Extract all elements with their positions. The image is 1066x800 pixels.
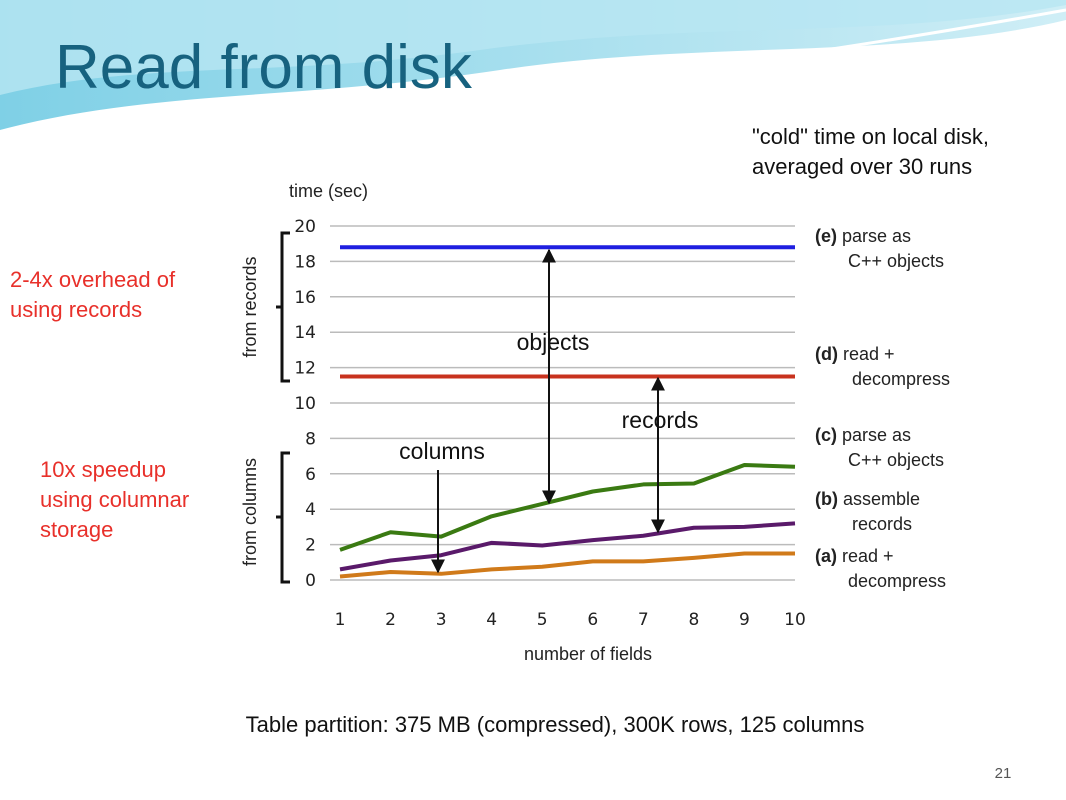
- x-tick-label: 5: [537, 610, 548, 630]
- arrow-label: columns: [399, 438, 485, 464]
- x-tick-label: 1: [335, 610, 346, 630]
- page-number: 21: [995, 765, 1012, 782]
- legend-entry: (b) assemble records: [815, 489, 920, 534]
- y-tick-label: 0: [305, 571, 316, 591]
- y-tick-label: 8: [305, 429, 316, 449]
- y-tick-label: 6: [305, 465, 316, 485]
- x-tick-label: 4: [486, 610, 497, 630]
- note-line: averaged over 30 runs: [752, 154, 972, 179]
- header-wave: [0, 0, 1066, 95]
- legend-label: decompress: [848, 571, 946, 591]
- x-tick-label: 6: [587, 610, 598, 630]
- legend-background: [812, 342, 1022, 612]
- x-axis-label: number of fields: [524, 644, 652, 664]
- y-tick-label: 20: [294, 217, 316, 237]
- overhead-note: 2-4x overhead of using records: [10, 267, 176, 322]
- legend-label: read +: [842, 546, 894, 566]
- x-tick-label: 9: [739, 610, 750, 630]
- legend-tag: (d): [815, 344, 838, 364]
- y-tick-label: 10: [294, 394, 316, 414]
- legend-label: decompress: [852, 369, 950, 389]
- legend-label: C++ objects: [848, 450, 944, 470]
- data-line: [339, 521, 796, 572]
- note-line: "cold" time on local disk,: [752, 124, 989, 149]
- legend-label: parse as: [842, 226, 911, 246]
- y-tick-label: 16: [294, 288, 316, 308]
- note: "cold" time on local disk, averaged over …: [752, 124, 989, 179]
- y-tick-label: 18: [294, 252, 316, 272]
- legend-entry: (e) parse as C++ objects: [815, 226, 944, 271]
- overhead-note-line: 2-4x overhead of: [10, 267, 176, 292]
- speedup-note-line: using columnar: [40, 487, 189, 512]
- slide-title: Read from disk: [55, 33, 473, 102]
- legend-tag: (c): [815, 425, 837, 445]
- legend-entry: (c) parse as C++ objects: [815, 425, 944, 470]
- arrow-label: records: [622, 407, 699, 433]
- legend-label: parse as: [842, 425, 911, 445]
- arrow-label: objects: [517, 329, 590, 355]
- x-tick-label: 3: [436, 610, 447, 630]
- x-tick-label: 8: [688, 610, 699, 630]
- legend-tag: (e): [815, 226, 837, 246]
- legend-label: C++ objects: [848, 251, 944, 271]
- y-tick-label: 2: [305, 536, 316, 556]
- bracket-label: from records: [240, 256, 260, 357]
- x-tick-label: 2: [385, 610, 396, 630]
- bracket: [276, 231, 290, 383]
- speedup-note-line: 10x speedup: [40, 457, 166, 482]
- y-axis-label: time (sec): [289, 181, 368, 201]
- speedup-note: 10x speedup using columnar storage: [40, 457, 189, 542]
- data-line: [339, 551, 795, 579]
- y-tick-label: 12: [294, 359, 316, 379]
- bracket-label: from columns: [240, 458, 260, 566]
- header-wave-line: [499, 8, 1066, 97]
- overhead-note-line: using records: [10, 297, 142, 322]
- data-line: [339, 462, 796, 552]
- legend-label: read +: [843, 344, 895, 364]
- legend-entry: (d) read + decompress: [815, 344, 950, 389]
- y-tick-label: 4: [305, 500, 316, 520]
- footer: Table partition: 375 MB (compressed), 30…: [246, 712, 865, 737]
- legend-tag: (a): [815, 546, 837, 566]
- legend-tag: (b): [815, 489, 838, 509]
- legend-label: assemble: [843, 489, 920, 509]
- legend-label: records: [852, 514, 912, 534]
- y-tick-label: 14: [294, 323, 316, 343]
- bracket: [276, 451, 290, 584]
- speedup-note-line: storage: [40, 517, 113, 542]
- legend-entry: (a) read + decompress: [815, 546, 946, 591]
- x-tick-label: 10: [784, 610, 806, 630]
- x-tick-label: 7: [638, 610, 649, 630]
